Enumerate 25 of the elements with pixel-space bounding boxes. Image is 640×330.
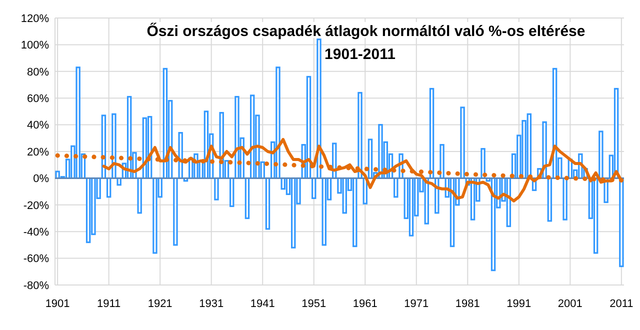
x-tick-label: 2011 (610, 298, 634, 310)
y-tick-label: -80% (23, 280, 50, 292)
y-tick-label: -20% (23, 200, 50, 212)
x-tick-label: 1991 (506, 298, 532, 310)
y-tick-label: 100% (20, 40, 50, 52)
x-tick-label: 1941 (250, 298, 275, 310)
text: 1901-2011 (324, 46, 396, 63)
x-tick-label: 1971 (404, 298, 429, 310)
y-tick-label: -40% (23, 226, 50, 238)
x-tick-label: 1921 (148, 298, 172, 310)
x-tick-label: 1961 (352, 298, 378, 310)
y-tick-label: -60% (23, 253, 50, 266)
x-tick-label: 1951 (302, 298, 326, 310)
x-tick-label: 2001 (558, 298, 582, 310)
chart-title: Őszi országos csapadék átlagok normáltól való %-os eltérése (146, 22, 586, 40)
y-tick-label: 120% (20, 12, 50, 25)
y-tick-label: 80% (26, 66, 50, 78)
x-tick-label: 1981 (455, 298, 480, 310)
x-tick-label: 1931 (199, 298, 224, 310)
y-tick-label: 40% (26, 120, 50, 132)
x-tick-label: 1911 (96, 298, 121, 310)
y-tick-label: 60% (26, 92, 50, 105)
y-tick-label: 20% (26, 146, 50, 158)
y-tick-label: 0% (33, 173, 50, 186)
x-tick-label: 1901 (45, 298, 70, 310)
